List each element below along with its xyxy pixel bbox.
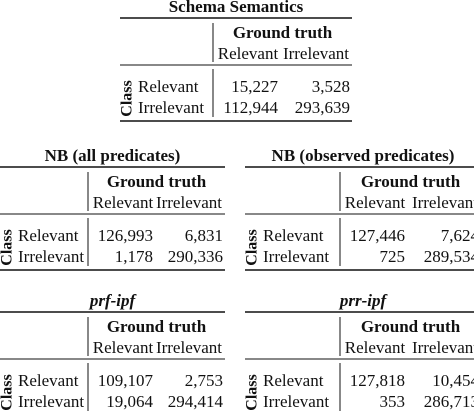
row-label: Irrelevant (138, 98, 204, 117)
column-header: Irrelevant (412, 338, 474, 357)
row-label: Relevant (263, 226, 324, 245)
table-title: Schema Semantics (169, 0, 304, 16)
cell: 286,713 (424, 392, 474, 411)
column-header: Relevant (93, 338, 154, 357)
column-header: Relevant (93, 193, 154, 212)
cell: 289,534 (424, 247, 474, 266)
cell: 126,993 (98, 226, 153, 245)
cell: 127,818 (350, 371, 405, 390)
table-title: NB (observed predicates) (272, 146, 455, 165)
header: Ground truth (233, 23, 333, 42)
row-axis-label: Class (244, 229, 261, 265)
header: Ground truth (107, 172, 207, 191)
table-title: prf-ipf (88, 291, 138, 310)
cell: 15,227 (231, 77, 278, 96)
cell: 294,414 (168, 392, 224, 411)
cell: 7,624 (441, 226, 474, 245)
row-axis-label: Class (0, 374, 16, 410)
row-axis-label: Class (0, 229, 16, 265)
row-label: Irrelevant (263, 392, 329, 411)
row-label: Relevant (18, 226, 79, 245)
cell: 6,831 (185, 226, 223, 245)
cell: 19,064 (106, 392, 153, 411)
cell: 353 (380, 392, 406, 411)
column-header: Irrelevant (156, 193, 222, 212)
row-label: Relevant (18, 371, 79, 390)
cell: 112,944 (223, 98, 278, 117)
cell: 3,528 (312, 77, 350, 96)
cell: 1,178 (115, 247, 153, 266)
row-label: Irrelevant (263, 247, 329, 266)
cell: 10,454 (432, 371, 474, 390)
cell: 109,107 (98, 371, 154, 390)
header: Ground truth (107, 317, 207, 336)
row-axis-label: Class (244, 374, 261, 410)
row-label: Relevant (263, 371, 324, 390)
column-header: Irrelevant (156, 338, 222, 357)
row-label: Irrelevant (18, 247, 84, 266)
row-axis-label: Class (119, 80, 136, 116)
table-title: prr-ipf (338, 291, 389, 310)
cell: 290,336 (168, 247, 223, 266)
header: Ground truth (361, 317, 461, 336)
header: Ground truth (361, 172, 461, 191)
column-header: Relevant (218, 44, 279, 63)
cell: 725 (380, 247, 406, 266)
column-header: Relevant (345, 338, 406, 357)
cell: 2,753 (185, 371, 223, 390)
table-title: NB (all predicates) (45, 146, 181, 165)
column-header: Irrelevant (412, 193, 474, 212)
row-label: Irrelevant (18, 392, 84, 411)
column-header: Irrelevant (283, 44, 349, 63)
cell: 293,639 (295, 98, 350, 117)
cell: 127,446 (350, 226, 405, 245)
row-label: Relevant (138, 77, 199, 96)
column-header: Relevant (345, 193, 406, 212)
